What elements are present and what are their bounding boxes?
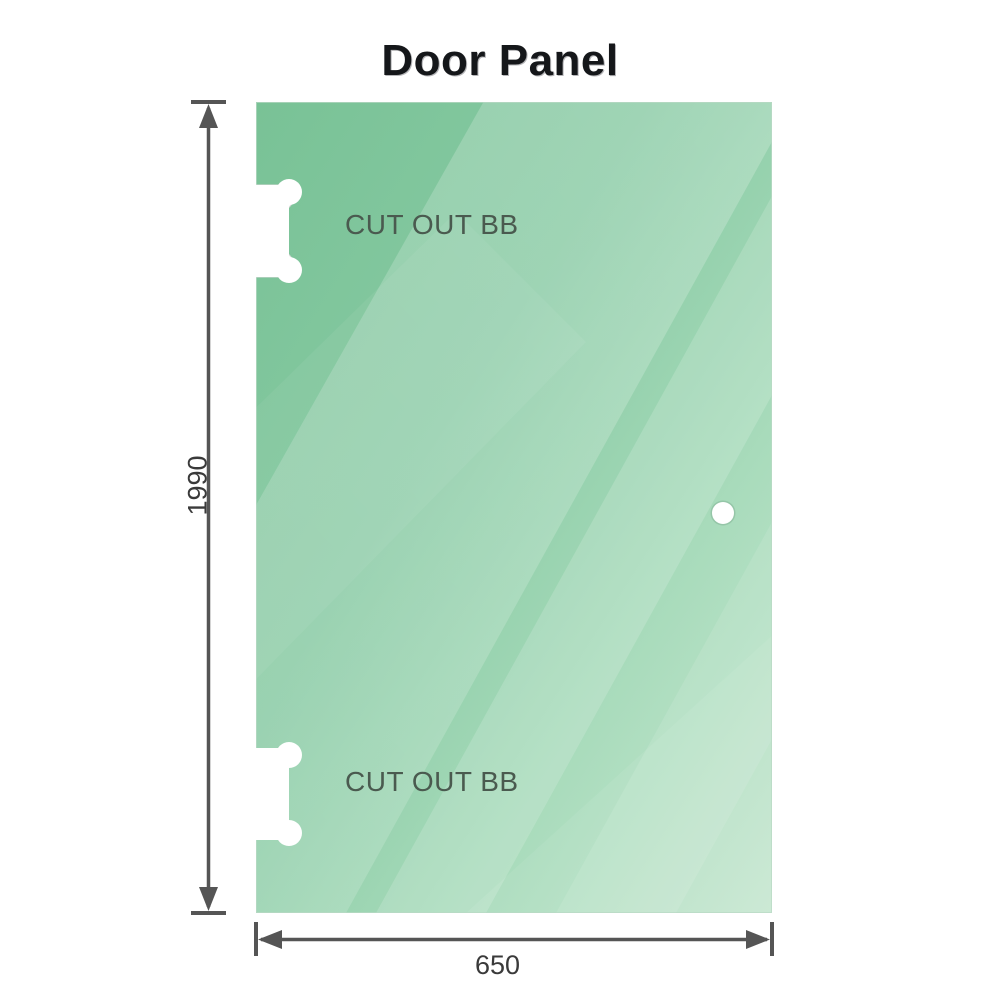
cutout-lower (256, 742, 302, 846)
width-dimension-label: 650 (475, 950, 521, 980)
hinge-hole (710, 500, 736, 526)
cutout-label-lower: CUT OUT BB (345, 766, 519, 797)
door-panel-glass (256, 102, 772, 913)
height-dimension-label: 1990 (182, 455, 213, 516)
page-title: Door Panel (381, 36, 619, 85)
glass-panel-graphic (256, 102, 772, 913)
cutout-upper (256, 179, 302, 283)
cutout-label-upper: CUT OUT BB (345, 209, 519, 240)
